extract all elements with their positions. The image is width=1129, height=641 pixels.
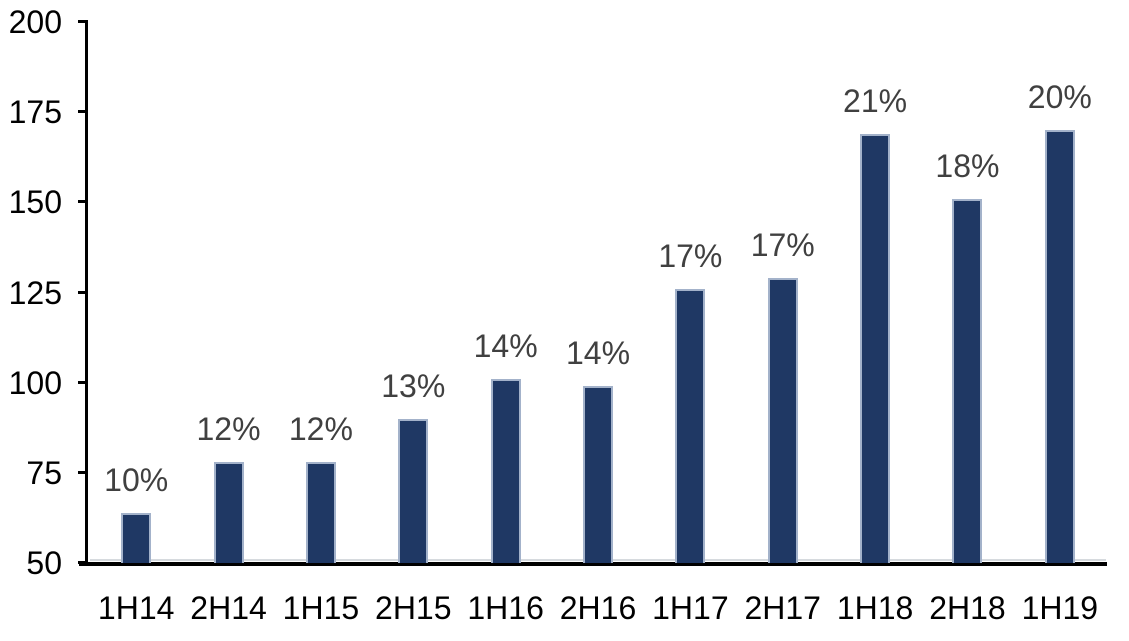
bar-data-label: 17% xyxy=(750,227,815,264)
x-axis-label-1H18: 1H18 xyxy=(836,590,914,626)
bar-1H16 xyxy=(490,379,521,563)
bar-data-label: 18% xyxy=(935,147,1000,184)
y-axis-tick-label: 150 xyxy=(8,184,62,221)
y-axis-tick-label: 75 xyxy=(26,454,62,491)
y-axis-tick-label: 50 xyxy=(26,545,62,581)
bar-data-label: 10% xyxy=(104,461,169,498)
bar-1H15 xyxy=(305,462,336,563)
y-axis-tick xyxy=(78,110,86,114)
bar-data-label: 21% xyxy=(843,82,908,119)
bar-data-label: 13% xyxy=(381,367,446,404)
x-axis-label-1H16: 1H16 xyxy=(467,590,544,626)
y-axis-tick xyxy=(78,290,86,294)
bar-2H14 xyxy=(213,462,244,563)
y-axis-tick xyxy=(78,470,86,474)
y-axis-tick xyxy=(78,380,86,384)
x-axis-label-2H14: 2H14 xyxy=(190,590,267,626)
bar-1H18 xyxy=(860,133,891,563)
bar-2H17 xyxy=(767,278,798,563)
bar-2H15 xyxy=(398,418,429,563)
bar-2H18 xyxy=(952,198,983,563)
bar-1H14 xyxy=(121,512,152,563)
x-axis-label-1H19: 1H19 xyxy=(1021,590,1099,626)
x-axis-label-2H17: 2H17 xyxy=(744,590,821,626)
bar-1H19 xyxy=(1044,130,1075,563)
x-axis-label-2H18: 2H18 xyxy=(929,590,1006,626)
x-axis-label-2H16: 2H16 xyxy=(559,590,637,626)
bar-1H17 xyxy=(675,288,706,563)
y-axis-tick-label: 175 xyxy=(8,94,62,131)
y-axis-line xyxy=(85,20,88,566)
x-axis-label-1H15: 1H15 xyxy=(282,590,360,626)
bar-data-label: 14% xyxy=(565,335,631,372)
y-axis-tick-label: 200 xyxy=(8,4,62,40)
bar-data-label: 12% xyxy=(196,411,261,447)
bar-data-label: 12% xyxy=(288,411,353,447)
x-axis-label-1H14: 1H14 xyxy=(97,590,175,626)
y-axis-tick-label: 125 xyxy=(8,274,62,311)
y-axis-tick xyxy=(78,561,86,564)
x-axis-label-1H17: 1H17 xyxy=(652,590,729,626)
x-axis-line xyxy=(79,562,1107,566)
y-axis-tick xyxy=(78,20,86,23)
bar-data-label: 20% xyxy=(1027,79,1092,116)
y-axis-tick xyxy=(78,200,86,204)
bar-data-label: 17% xyxy=(658,237,723,274)
bar-data-label: 14% xyxy=(473,328,538,365)
x-axis-label-2H15: 2H15 xyxy=(375,590,452,626)
y-axis-tick-label: 100 xyxy=(8,364,62,401)
bar-2H16 xyxy=(583,386,613,563)
